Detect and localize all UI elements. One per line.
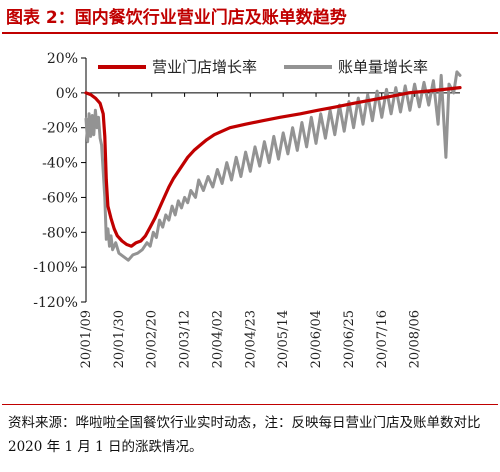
source-note: 资料来源：哗啦啦全国餐饮行业实时动态，注：反映每日营业门店及账单数对比 2020… [2,404,498,459]
x-tick-label: 20/01/30 [112,310,127,368]
y-tick-label: -60% [42,190,78,206]
y-tick-label: -40% [42,156,78,172]
x-tick-label: 20/08/06 [408,310,423,368]
x-tick-label: 20/03/12 [178,310,193,368]
x-tick-label: 20/01/09 [79,310,94,368]
y-tick-label: 0% [56,86,78,102]
x-tick-label: 20/06/25 [342,310,357,368]
series-line-stores [84,86,462,248]
chart: 20% 0% -20% -40% -60% -80% -100% -120%20/01/09 2… [33,51,462,368]
x-tick-label: 20/07/16 [375,310,390,368]
y-tick-label: -100% [33,260,78,276]
y-tick-label: -20% [42,121,78,137]
x-tick-label: 20/06/04 [309,310,324,368]
chart-title: 图表 2：国内餐饮行业营业门店及账单数趋势 [2,2,498,34]
x-tick-label: 20/02/20 [145,310,160,368]
y-tick-label: -120% [33,295,78,311]
x-tick-label: 20/04/02 [210,310,225,368]
legend-item-stores-label: 营业门店增长率 [152,58,257,76]
legend-item-bills-label: 账单量增长率 [338,58,428,76]
series-line-bills [84,70,462,262]
x-tick-label: 20/05/14 [276,310,291,368]
y-tick-label: -80% [42,225,78,241]
x-tick-label: 20/04/23 [243,310,258,368]
y-tick-label: 20% [47,51,78,67]
